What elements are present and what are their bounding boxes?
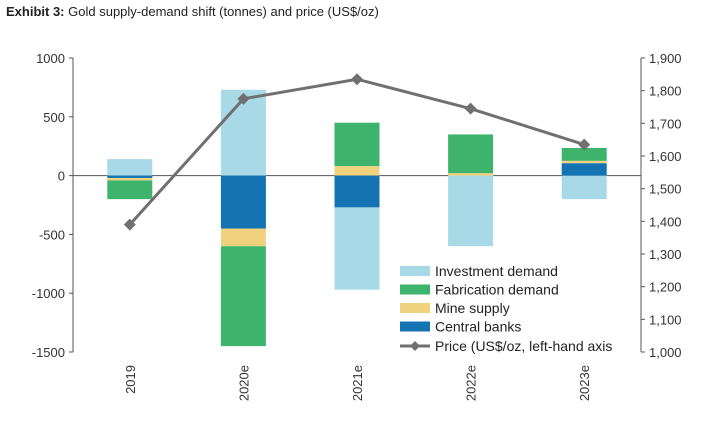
right-tick-label: 1,400 <box>649 214 682 229</box>
bar-fabrication-demand-2021e <box>334 122 380 167</box>
bar-mine-supply-2022e <box>448 173 494 176</box>
bar-fabrication-demand-2019 <box>107 180 153 200</box>
right-tick-label: 1,700 <box>649 116 682 131</box>
exhibit-label: Exhibit 3: <box>6 4 65 19</box>
bar-mine-supply-2019 <box>107 177 153 181</box>
legend-label: Fabrication demand <box>435 282 559 298</box>
legend-label: Central banks <box>435 319 521 335</box>
bar-investment-demand-2022e <box>448 173 494 247</box>
left-tick-label: 500 <box>43 110 65 125</box>
right-tick-label: 1,900 <box>649 51 682 66</box>
bar-central-banks-2023e <box>561 163 607 176</box>
price-marker-2021e <box>351 73 363 86</box>
x-category-label: 2022e <box>464 365 479 401</box>
bar-mine-supply-2021e <box>334 166 380 176</box>
left-tick-label: -1000 <box>32 286 65 301</box>
right-tick-label: 1,200 <box>649 280 682 295</box>
right-tick-label: 1,000 <box>649 345 682 360</box>
left-tick-label: 0 <box>58 169 65 184</box>
bar-investment-demand-2021e <box>334 207 380 290</box>
left-tick-label: -1500 <box>32 345 65 360</box>
legend-swatch-mine-supply <box>400 303 430 313</box>
bar-fabrication-demand-2020e <box>220 246 266 347</box>
bar-mine-supply-2023e <box>561 160 607 164</box>
right-tick-label: 1,500 <box>649 182 682 197</box>
legend-swatch-fabrication-demand <box>400 284 430 295</box>
bar-mine-supply-2020e <box>220 228 266 247</box>
bar-fabrication-demand-2023e <box>561 147 607 161</box>
x-category-label: 2021e <box>350 365 365 401</box>
bar-fabrication-demand-2022e <box>448 134 494 174</box>
exhibit-title: Exhibit 3: Gold supply-demand shift (ton… <box>6 4 379 19</box>
bar-central-banks-2020e <box>220 175 266 229</box>
right-tick-label: 1,800 <box>649 84 682 99</box>
legend-label: Mine supply <box>435 300 510 316</box>
x-category-label: 2020e <box>236 365 251 401</box>
left-tick-label: 1000 <box>36 51 65 66</box>
bar-central-banks-2021e <box>334 175 380 208</box>
right-tick-label: 1,100 <box>649 312 682 327</box>
legend-label: Price (US$/oz, left-hand axis <box>435 338 612 354</box>
right-tick-label: 1,600 <box>649 149 682 164</box>
x-category-label: 2023e <box>577 365 592 401</box>
right-tick-label: 1,300 <box>649 247 682 262</box>
price-marker-2020e <box>237 92 250 105</box>
exhibit-text: Gold supply-demand shift (tonnes) and pr… <box>68 4 379 19</box>
price-marker-2023e <box>578 138 591 151</box>
legend-swatch-investment-demand <box>400 266 430 276</box>
price-marker-2022e <box>464 102 477 115</box>
legend-swatch-central-banks <box>400 321 430 332</box>
legend-label: Investment demand <box>435 263 558 279</box>
legend-marker-price <box>410 341 420 351</box>
x-category-label: 2019 <box>123 365 138 394</box>
price-marker-2019 <box>123 218 136 231</box>
bar-investment-demand-2023e <box>561 175 607 200</box>
bar-investment-demand-2019 <box>107 159 153 176</box>
left-tick-label: -500 <box>39 227 65 242</box>
bar-central-banks-2019 <box>107 175 153 178</box>
